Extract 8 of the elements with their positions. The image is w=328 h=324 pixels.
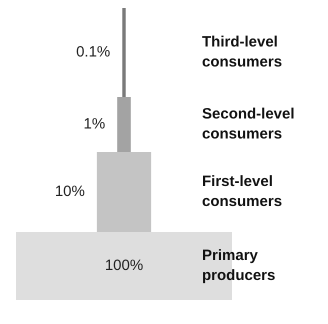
data-label: 0.1% [76,44,110,61]
data-label: 100% [104,257,144,274]
category-label: Third-level consumers [202,34,282,71]
data-label: 10% [54,183,85,200]
category-label: First-level consumers [202,173,282,210]
category-label: Second-level consumers [202,106,295,143]
data-label: 1% [84,116,106,133]
category-label: Primary producers [202,247,276,284]
